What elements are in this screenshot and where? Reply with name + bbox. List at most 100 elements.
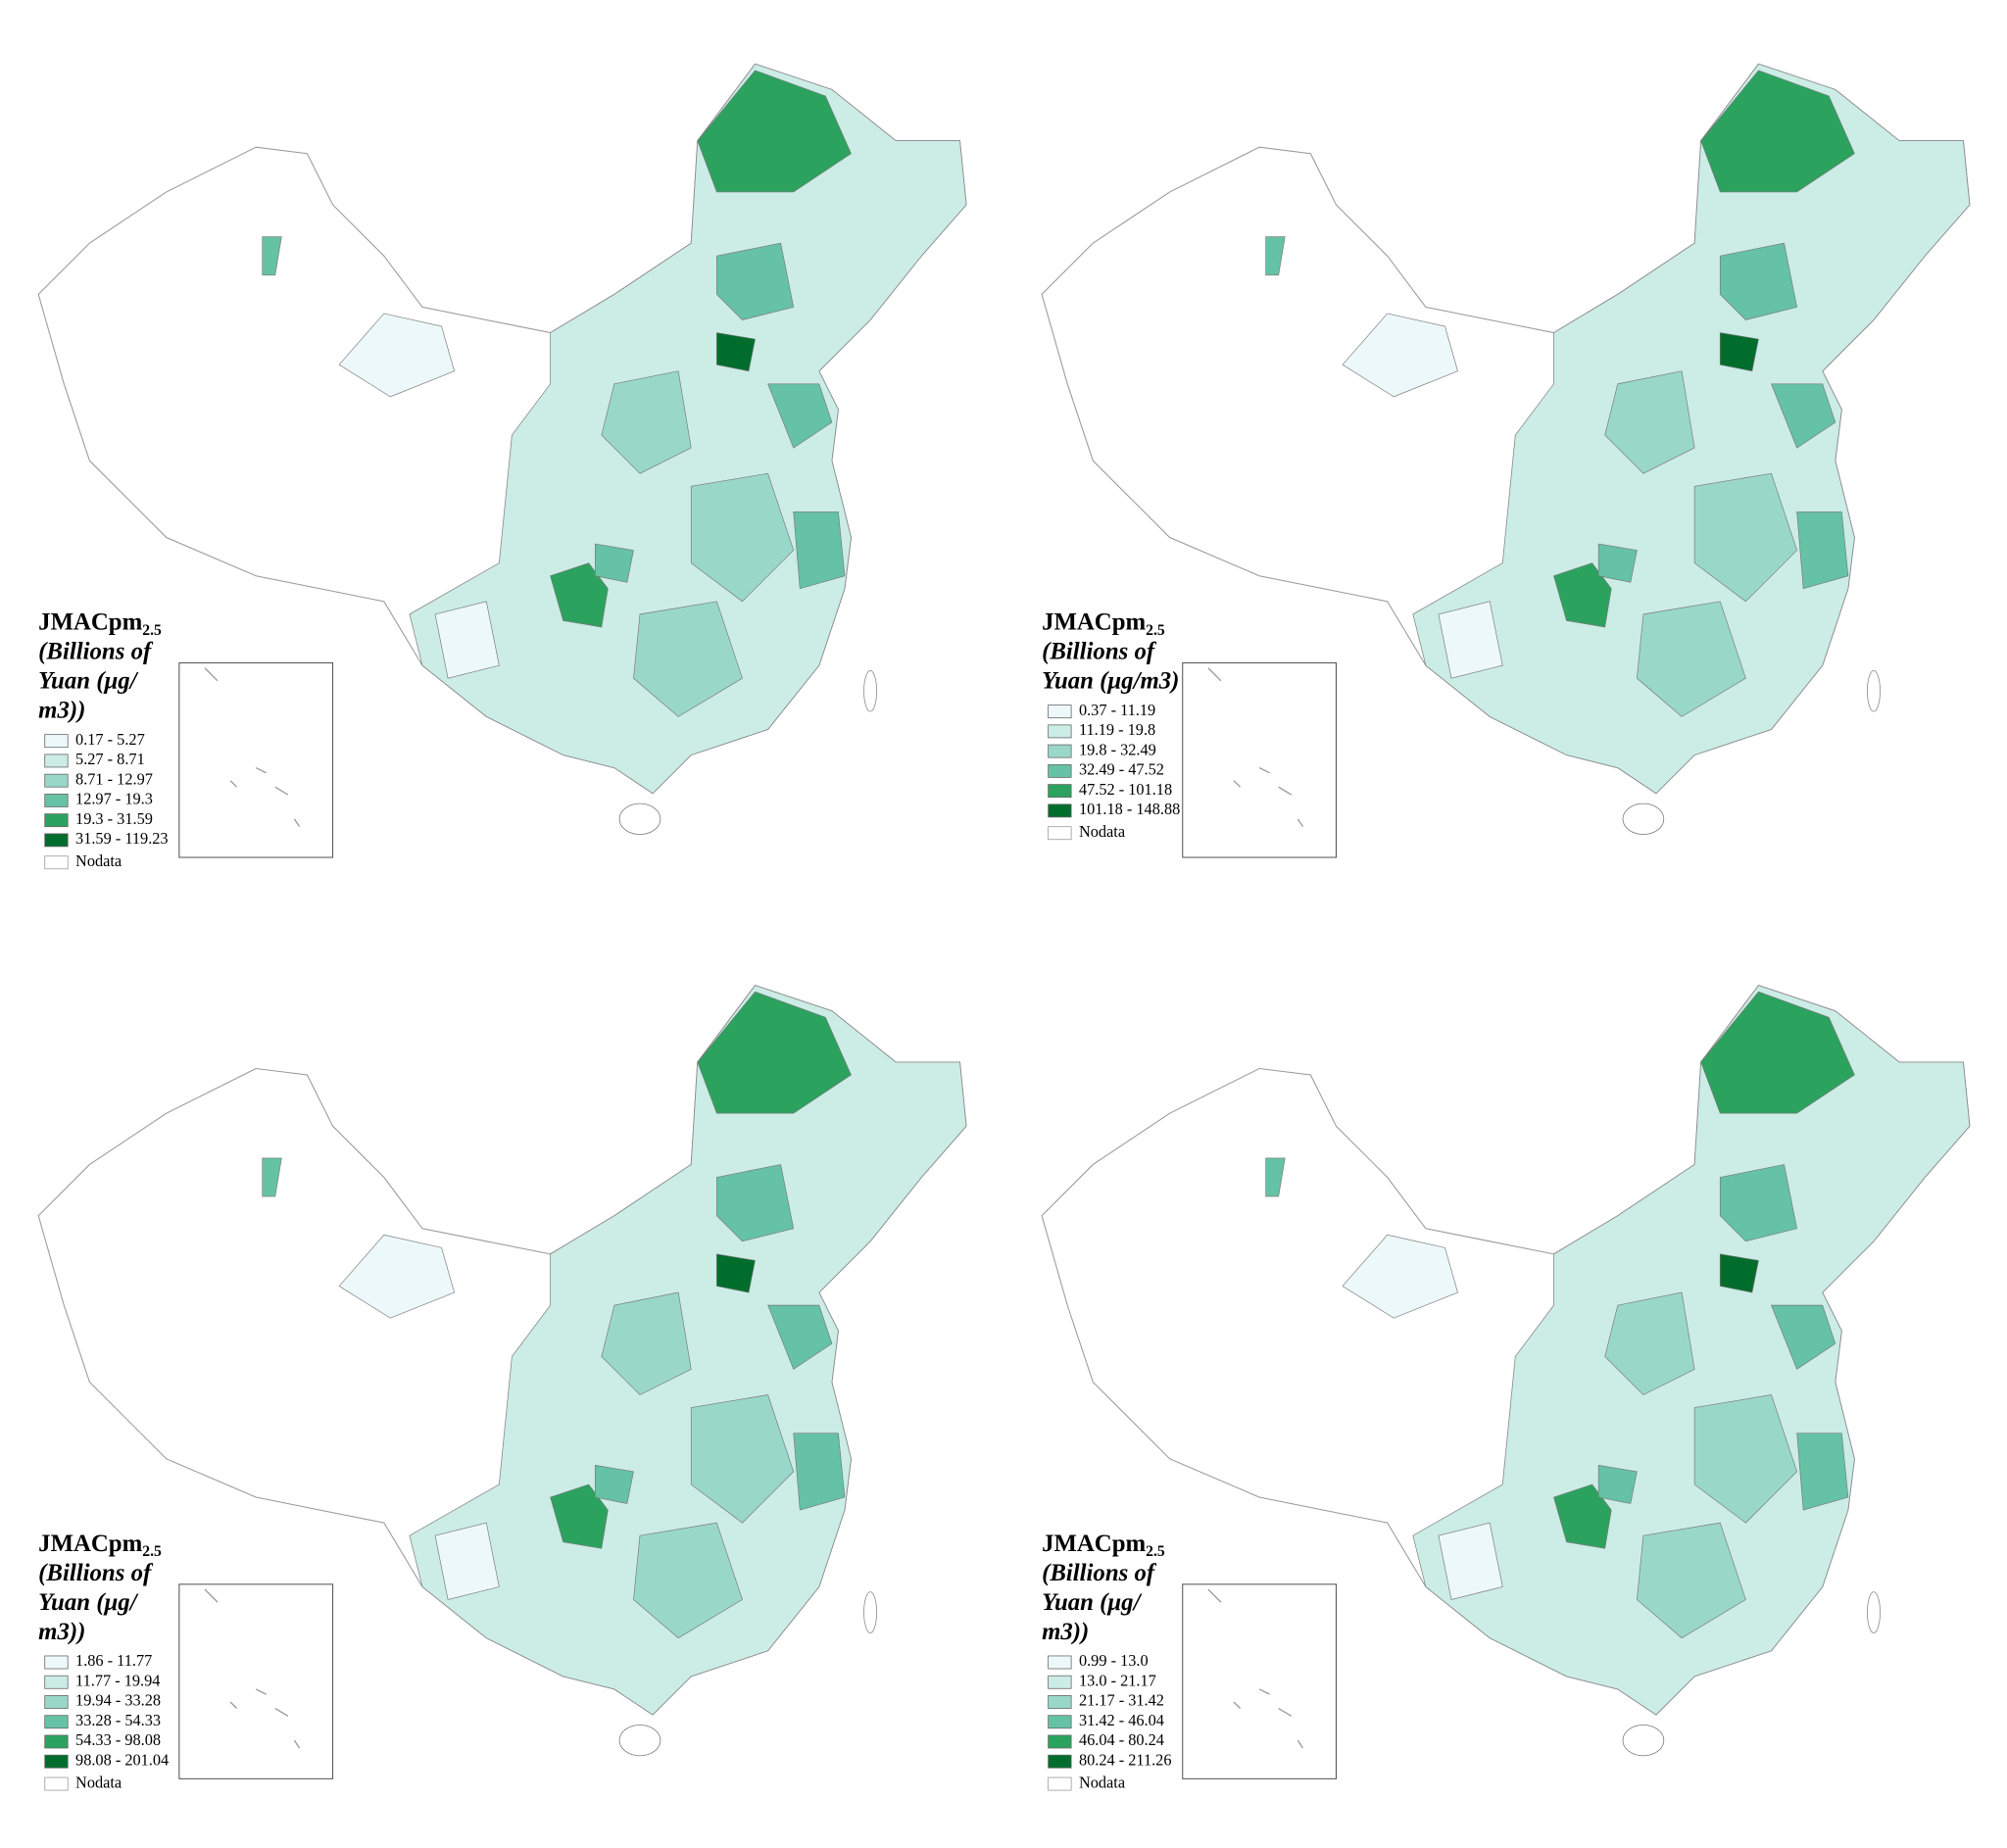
legend-label: 101.18 - 148.88 (1079, 800, 1180, 818)
legend-title-subscript: 2.5 (142, 622, 162, 639)
legend-swatch (1048, 1655, 1072, 1670)
legend-title-main: JMACpm (1042, 609, 1146, 636)
legend-swatch (1048, 1715, 1072, 1729)
region (262, 236, 282, 276)
taiwan (1867, 669, 1881, 712)
legend-label: 12.97 - 19.3 (75, 790, 153, 808)
legend-title-line: (Billions of (1042, 639, 1157, 665)
region (793, 1433, 846, 1511)
hainan (1622, 1725, 1665, 1757)
region (1597, 1464, 1638, 1504)
legend-label: Nodata (1079, 822, 1126, 841)
taiwan (863, 1591, 878, 1633)
legend-swatch (1048, 1776, 1072, 1791)
taiwan (1867, 1591, 1881, 1633)
region (716, 332, 756, 372)
legend-title-line: Yuan (μg/m3) (1042, 668, 1179, 695)
region (1796, 1433, 1849, 1511)
region (1719, 242, 1798, 320)
legend-label: 13.0 - 21.17 (1079, 1671, 1156, 1689)
legend-swatch (1048, 1734, 1072, 1749)
legend-label: 11.77 - 19.94 (75, 1671, 160, 1689)
legend-swatch (44, 855, 69, 870)
inset-frame (1182, 1583, 1337, 1779)
legend-label: 0.17 - 5.27 (75, 730, 145, 749)
legend-swatch (1048, 803, 1072, 818)
region (716, 1253, 756, 1293)
legend-label: 32.49 - 47.52 (1079, 760, 1164, 779)
region (1637, 1522, 1746, 1639)
region (262, 1157, 282, 1197)
map-panel: JMACpm2.5(Billions of Yuan (μg/m3)) 0.99 -… (1041, 985, 1971, 1791)
region (1597, 543, 1638, 583)
region (1637, 601, 1746, 717)
legend-label: 19.8 - 32.49 (1079, 740, 1156, 758)
legend-title-line: Yuan (μg/ (38, 1589, 138, 1616)
legend-swatch (44, 1776, 69, 1791)
legend-label: 80.24 - 211.26 (1079, 1750, 1172, 1769)
legend-swatch (1048, 1695, 1072, 1709)
legend-swatch (44, 754, 69, 768)
region (1342, 1234, 1458, 1319)
legend-label: 33.28 - 54.33 (75, 1711, 161, 1729)
inset-islands (1207, 1588, 1304, 1749)
region (1796, 511, 1849, 590)
inset-islands (204, 667, 301, 828)
region (767, 383, 833, 449)
legend-swatch (1048, 744, 1072, 758)
region (793, 511, 846, 590)
legend-title-subscript: 2.5 (142, 1543, 162, 1560)
region (690, 1394, 795, 1524)
legend-label: 21.17 - 31.42 (1079, 1691, 1164, 1710)
legend-swatch (44, 1715, 69, 1729)
region (1700, 70, 1855, 193)
inset-frame (178, 1583, 334, 1779)
hainan (618, 802, 661, 835)
taiwan (863, 669, 878, 712)
region (1719, 332, 1759, 372)
region (1700, 991, 1855, 1114)
region (1771, 383, 1836, 449)
legend-title-main: JMACpm (38, 609, 142, 636)
region (697, 70, 852, 193)
legend-swatch (44, 1734, 69, 1749)
legend-swatch (1048, 763, 1072, 778)
legend-label: 19.3 - 31.59 (75, 809, 153, 828)
region (633, 601, 743, 717)
legend-title-line: (Billions of (38, 1560, 154, 1586)
region (550, 562, 609, 628)
region (716, 1164, 795, 1242)
legend-label: 47.52 - 101.18 (1079, 780, 1172, 799)
legend-title-line: (Billions of (1042, 1560, 1157, 1586)
region (1265, 1157, 1286, 1197)
inset-frame (178, 661, 334, 858)
legend-label: 98.08 - 201.04 (75, 1750, 169, 1769)
map-panel: JMACpm2.5(Billions of Yuan (μg/m3) 0.37 - … (1041, 63, 1971, 858)
legend-title: JMACpm2.5 (1042, 1531, 1165, 1560)
legend-label: 8.71 - 12.97 (75, 769, 153, 788)
legend-label: 54.33 - 98.08 (75, 1730, 161, 1749)
region (1553, 1483, 1612, 1549)
legend-swatch (1048, 724, 1072, 739)
legend-swatch (44, 734, 69, 749)
legend-swatch (44, 793, 69, 807)
legend-title-line: m3)) (1042, 1619, 1089, 1645)
hainan (1622, 802, 1665, 835)
legend-label: 19.94 - 33.28 (75, 1691, 161, 1710)
legend-swatch (44, 1675, 69, 1689)
region (594, 543, 634, 583)
legend-title-line: Yuan (μg/ (1042, 1589, 1142, 1616)
legend-swatch (44, 773, 69, 788)
inset-frame (1182, 661, 1337, 858)
inset-islands (1207, 667, 1304, 828)
region (1265, 236, 1286, 276)
legend-swatch (44, 1695, 69, 1709)
legend-title-line: m3)) (38, 698, 85, 724)
legend-title-main: JMACpm (1042, 1531, 1146, 1557)
map-panel: JMACpm2.5(Billions of Yuan (μg/m3)) 0.17 -… (37, 63, 967, 870)
legend-swatch (44, 1655, 69, 1670)
legend-label: 1.86 - 11.77 (75, 1651, 152, 1670)
region (1693, 1394, 1797, 1524)
